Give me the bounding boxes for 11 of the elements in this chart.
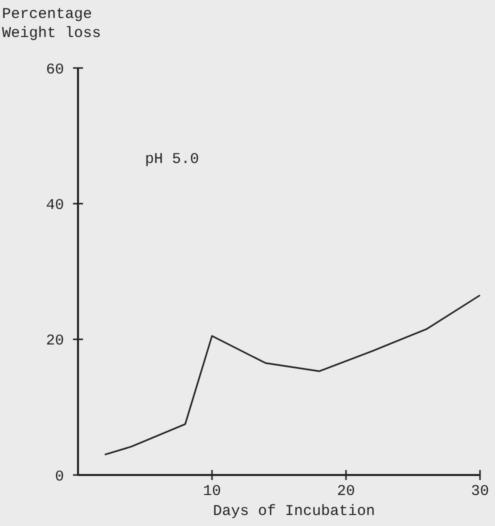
y-tick-label: 0 bbox=[54, 468, 64, 486]
x-tick-label: 10 bbox=[202, 483, 222, 500]
y-tick-label: 60 bbox=[46, 61, 64, 78]
x-axis-title: Days of Incubation bbox=[212, 503, 376, 520]
y-tick-label: 20 bbox=[46, 332, 64, 350]
x-tick-label: 30 bbox=[470, 483, 490, 500]
y-axis-title: Percentage Weight loss bbox=[2, 6, 102, 42]
annotation: pH 5.0 bbox=[145, 151, 200, 168]
line-series bbox=[104, 294, 481, 456]
y-tick-label: 40 bbox=[46, 196, 64, 214]
x-tick-label: 20 bbox=[336, 483, 356, 500]
